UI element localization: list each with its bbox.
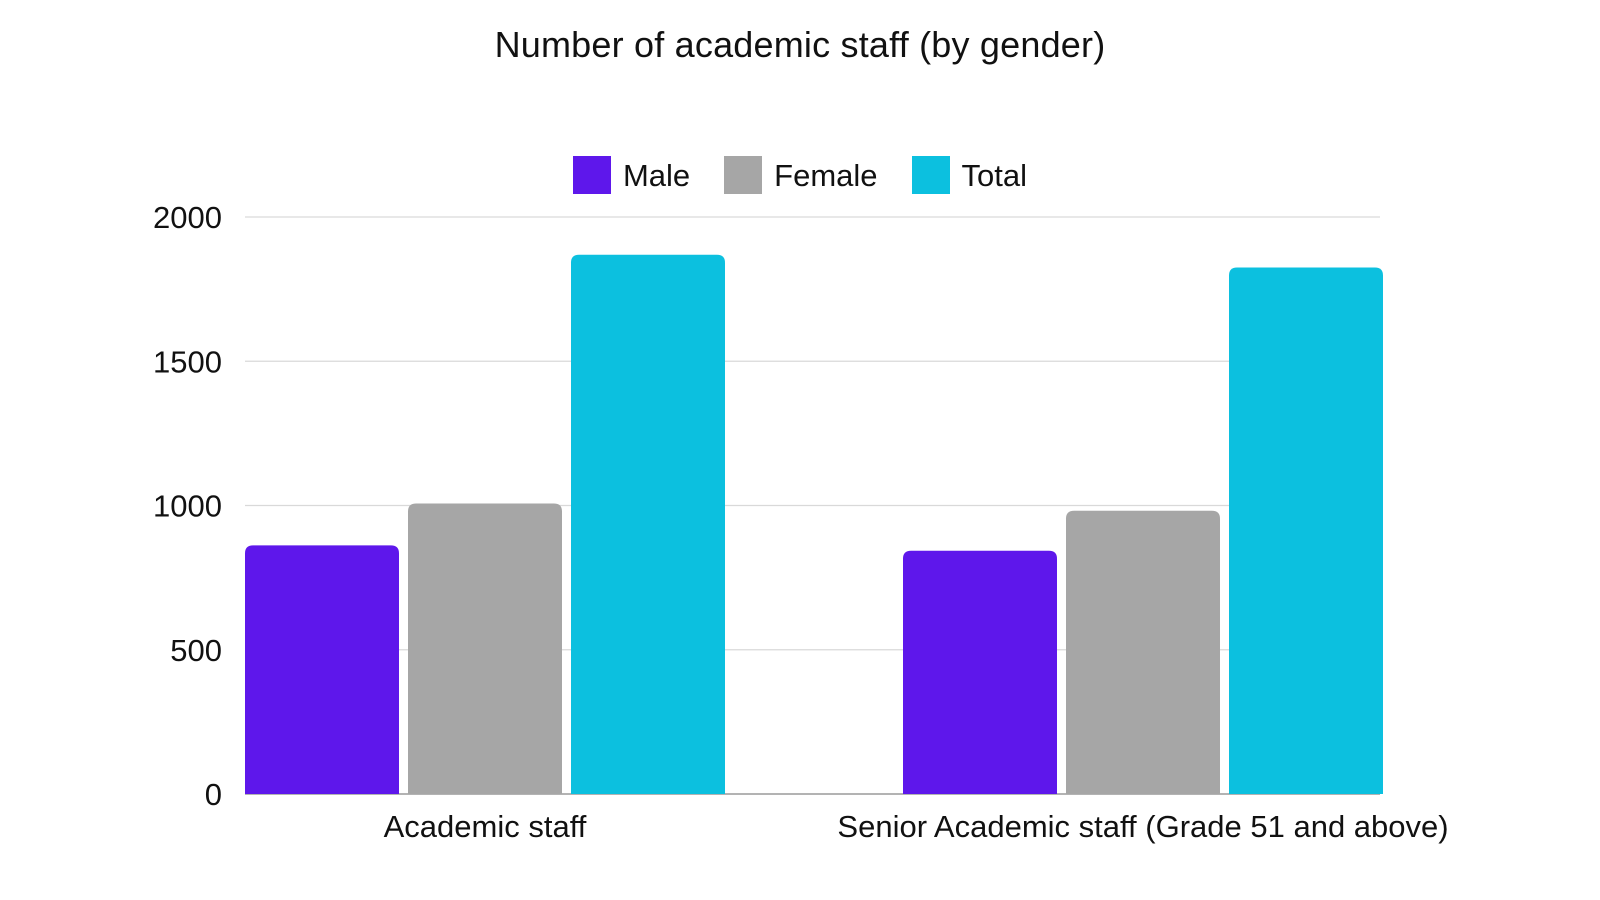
x-category-label: Academic staff (384, 809, 587, 844)
legend-item-female: Female (724, 156, 878, 194)
legend-swatch-female (724, 156, 763, 194)
bar-total-1 (571, 254, 725, 794)
legend-swatch-male (572, 156, 611, 194)
x-category-label: Senior Academic staff (Grade 51 and abov… (837, 809, 1448, 844)
legend-label-female: Female (774, 157, 878, 193)
legend-label-total: Total (961, 157, 1028, 193)
y-tick-label: 2000 (153, 200, 222, 235)
y-tick-label: 1000 (153, 489, 222, 524)
legend: Male Female Total (0, 156, 1600, 194)
y-tick-label: 1500 (153, 344, 222, 379)
chart-title: Number of academic staff (by gender) (494, 24, 1106, 65)
bar-male-1 (245, 545, 399, 794)
y-tick-label: 0 (205, 777, 222, 812)
legend-item-total: Total (911, 156, 1028, 194)
bar-total-2 (1229, 267, 1383, 794)
legend-label-male: Male (622, 157, 691, 193)
legend-item-male: Male (572, 156, 691, 194)
bar-female-1 (408, 503, 562, 794)
legend-swatch-total (911, 156, 950, 194)
bar-male-2 (903, 550, 1057, 794)
bar-female-2 (1066, 510, 1220, 794)
y-tick-label: 500 (170, 633, 222, 668)
